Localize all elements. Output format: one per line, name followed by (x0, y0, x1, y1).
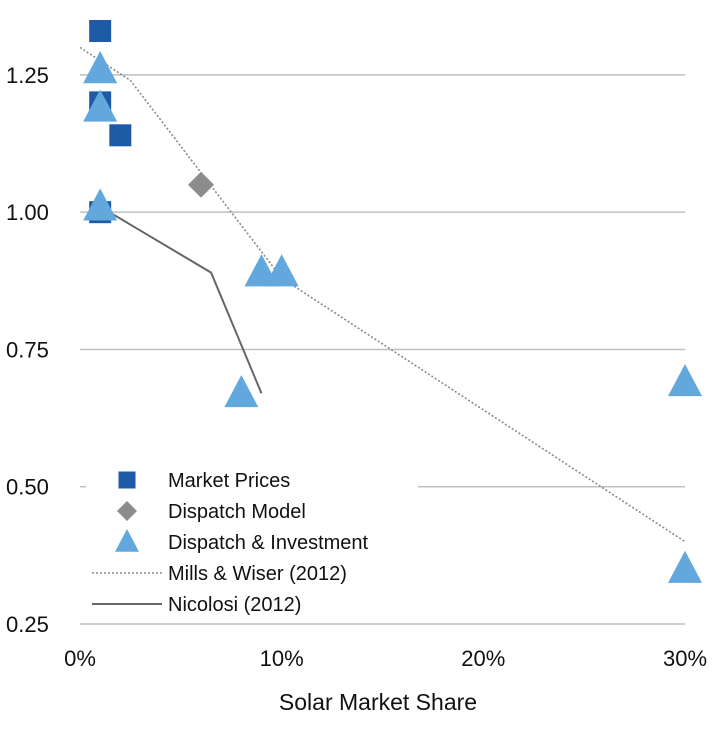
legend-marker-diamond (117, 501, 137, 521)
legend-marker-triangle (115, 529, 139, 552)
market-price-point (109, 124, 132, 147)
y-tick-label: 0.75 (6, 337, 49, 362)
market-price-point (89, 19, 112, 42)
x-tick-label: 0% (64, 646, 96, 671)
legend-label: Nicolosi (2012) (168, 594, 301, 616)
dispatch-investment-point (668, 364, 702, 397)
legend-label: Dispatch Model (168, 501, 306, 523)
dispatch-investment-point (224, 375, 259, 408)
x-tick-label: 30% (663, 646, 707, 671)
y-tick-label: 0.25 (6, 612, 49, 637)
y-axis: 0.25 0.50 0.75 1.00 1.25 (6, 63, 49, 637)
data-points (83, 19, 702, 583)
dispatch-investment-point (668, 550, 702, 583)
legend: Market Prices Dispatch Model Dispatch & In… (92, 470, 369, 616)
x-tick-label: 10% (260, 646, 304, 671)
dispatch-investment-point (83, 188, 118, 221)
legend-label: Mills & Wiser (2012) (168, 563, 347, 585)
legend-label: Market Prices (168, 470, 290, 492)
x-axis: 0% 10% 20% 30% (64, 646, 707, 671)
y-tick-label: 1.25 (6, 63, 49, 88)
legend-marker-square (118, 471, 136, 489)
dispatch-investment-point (83, 51, 118, 84)
dispatch-investment-point (264, 254, 299, 287)
dispatch-investment-point (83, 89, 118, 122)
gridlines (80, 74, 685, 625)
nicolosi-line (99, 205, 263, 394)
legend-label: Dispatch & Investment (168, 532, 369, 554)
dispatch-model-point (188, 171, 214, 198)
legend-background (86, 460, 418, 620)
y-tick-label: 1.00 (6, 200, 49, 225)
x-axis-title: Solar Market Share (279, 689, 477, 715)
x-tick-label: 20% (461, 646, 505, 671)
y-tick-label: 0.50 (6, 475, 49, 500)
